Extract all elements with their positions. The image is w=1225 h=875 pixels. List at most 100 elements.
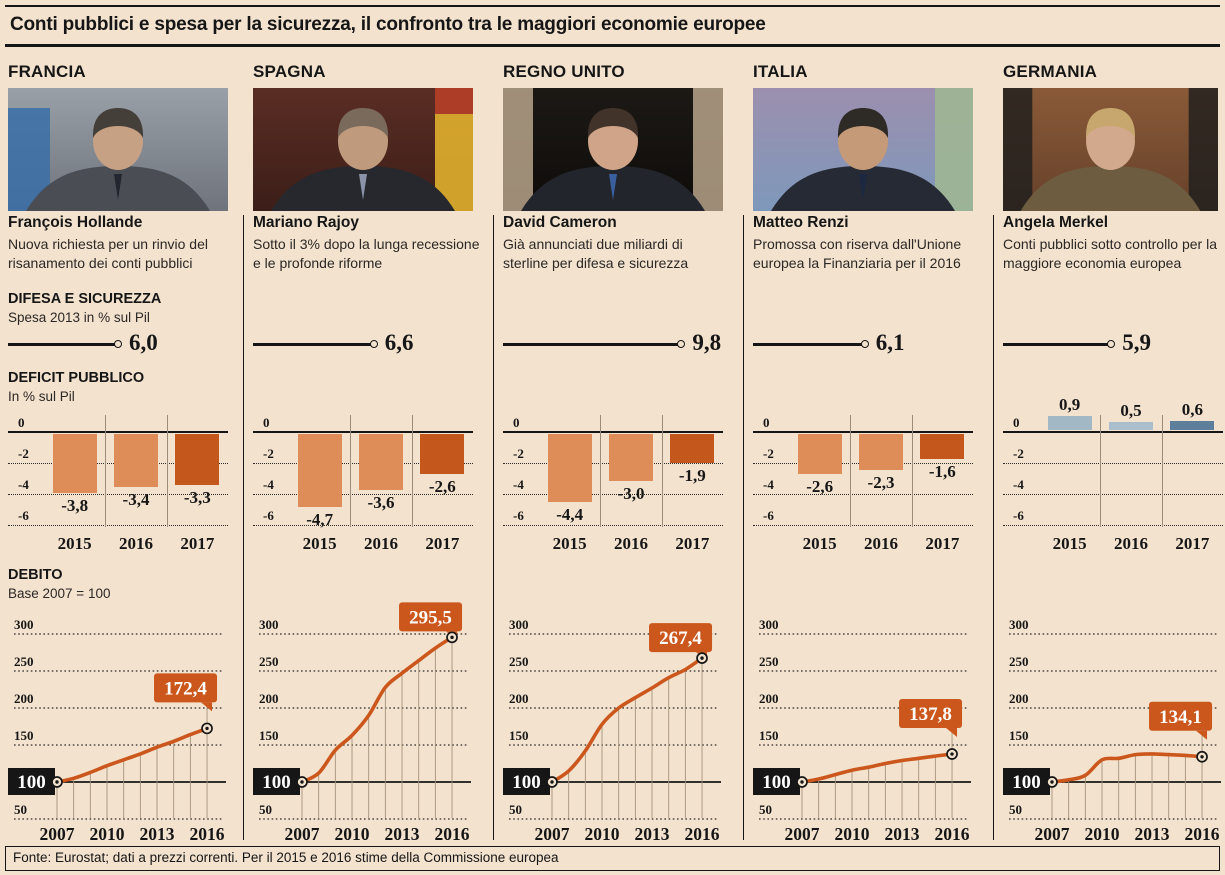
debt-year-label: 2010 <box>585 824 620 844</box>
leader-photo-svg <box>503 88 723 211</box>
debt-end-value: 172,4 <box>164 678 207 699</box>
debt-year-label: 2007 <box>785 824 820 844</box>
photo-tie <box>609 174 617 200</box>
debt-axis-label: 300 <box>259 617 279 632</box>
debt-base-label: 100 <box>512 772 541 793</box>
deficit-year-label: 2017 <box>425 534 460 553</box>
debt-line <box>300 635 454 784</box>
defense-spending-marker <box>114 339 122 348</box>
deficit-year-separator <box>1161 415 1163 527</box>
deficit-bar-chart: 0 -2 -4 -6 -4,7 -3,6 -2,6 2015 2016 2017 <box>253 415 473 553</box>
photo-accent <box>935 88 973 211</box>
leader-description: Nuova richiesta per un rinvio del risana… <box>8 236 208 271</box>
debt-axis-label: 150 <box>14 728 34 743</box>
debt-axis-label: 200 <box>759 691 779 706</box>
debt-end-marker-dot <box>205 726 209 731</box>
debt-chart-svg: 300 250 200 150 50 100 295,5 2007 2010 2013 2016 <box>253 602 471 844</box>
section-header-deficit: DEFICIT PUBBLICO In % sul Pil <box>8 370 144 404</box>
deficit-bar-2017 <box>670 434 715 464</box>
debt-value-box <box>899 699 963 729</box>
debt-year-label: 2010 <box>90 824 125 844</box>
deficit-axis-label: -4 <box>18 477 29 492</box>
country-column-spagna: SPAGNA Mariano Rajoy Sotto il 3% dopo la… <box>253 62 479 847</box>
leader-photo-svg <box>8 88 228 211</box>
leader-block: Matteo Renzi Promossa con riserva dall'U… <box>753 214 985 272</box>
deficit-axis-label: -6 <box>763 508 774 523</box>
deficit-bar-value: -4,7 <box>306 509 334 529</box>
leader-block: David Cameron Già annunciati due miliard… <box>503 214 735 272</box>
deficit-bar-value: -3,0 <box>617 483 645 503</box>
deficit-bar-chart: 0 -2 -4 -6 -3,8 -3,4 -3,3 2015 2016 2017 <box>8 415 228 553</box>
debt-end-marker-dot <box>950 752 954 756</box>
leader-description: Conti pubblici sotto controllo per la ma… <box>1003 236 1218 271</box>
leader-name: Matteo Renzi <box>753 214 849 231</box>
deficit-year-label: 2015 <box>57 534 92 553</box>
deficit-year-label: 2015 <box>552 534 587 553</box>
deficit-bar-value: -1,9 <box>678 466 706 486</box>
deficit-year-axis: 2015 2016 2017 <box>289 534 473 554</box>
deficit-bar-2017 <box>920 434 965 459</box>
debt-axis-label: 250 <box>759 654 779 669</box>
deficit-year-label: 2015 <box>302 534 337 553</box>
leader-description: Promossa con riserva dall'Unione europea… <box>753 236 962 271</box>
section-title: DIFESA E SICUREZZA <box>8 291 162 307</box>
section-title: DEFICIT PUBBLICO <box>8 370 145 386</box>
debt-chart-svg: 300 250 200 150 50 100 172,4 2007 2010 2013 2016 <box>8 617 226 844</box>
deficit-year-label: 2016 <box>363 534 398 553</box>
debt-axis-label: 300 <box>759 617 779 632</box>
debt-axis-label: 250 <box>1009 654 1029 669</box>
deficit-bar-2015 <box>797 434 842 475</box>
deficit-year-label: 2017 <box>675 534 710 553</box>
deficit-bar-2015 <box>1047 416 1092 430</box>
deficit-axis-label: -2 <box>1013 446 1024 461</box>
defense-spending-value: 6,1 <box>875 330 905 355</box>
column-divider <box>993 215 994 840</box>
deficit-axis-label: -6 <box>513 508 524 523</box>
country-column-francia: FRANCIA François Hollande Nuova richiest… <box>8 62 230 847</box>
deficit-axis-label: 0 <box>513 415 520 430</box>
debt-axis-label: 200 <box>14 691 34 706</box>
debt-line-chart: 300 250 200 150 50 100 137,8 2007 2010 2013 2016 <box>753 615 973 845</box>
photo-tie <box>859 174 867 200</box>
deficit-gridline <box>1003 525 1223 526</box>
debt-end-marker-dot <box>450 635 454 640</box>
column-divider <box>743 215 744 840</box>
debt-value-box <box>154 673 218 703</box>
deficit-bar-value: -3,8 <box>61 495 89 515</box>
deficit-axis-label: -4 <box>263 477 274 492</box>
debt-year-label: 2013 <box>1135 824 1170 844</box>
deficit-year-separator <box>850 415 852 527</box>
leader-photo-renzi <box>753 88 973 211</box>
deficit-year-label: 2016 <box>613 534 648 553</box>
debt-axis-label: 300 <box>509 617 529 632</box>
column-divider <box>493 215 494 840</box>
deficit-bar-2016 <box>359 434 403 490</box>
debt-start-marker-dot <box>55 780 59 784</box>
deficit-gridline <box>253 494 473 495</box>
deficit-year-axis: 2015 2016 2017 <box>789 534 973 554</box>
deficit-year-axis: 2015 2016 2017 <box>44 534 228 554</box>
deficit-year-label: 2016 <box>863 534 898 553</box>
photo-accent-2 <box>435 88 473 114</box>
debt-value-box <box>399 602 463 632</box>
defense-spending-chart: 6,1 <box>753 330 975 372</box>
leader-photo-svg <box>753 88 973 211</box>
leader-description: Già annunciati due miliardi di sterline … <box>503 236 689 271</box>
debt-end-marker-dot <box>700 656 704 660</box>
defense-spending-chart: 6,6 <box>253 330 475 372</box>
debt-value-box <box>1149 701 1213 731</box>
debt-axis-label: 150 <box>1009 728 1029 743</box>
deficit-bar-value: 0,6 <box>1181 399 1203 419</box>
photo-hair <box>1086 108 1135 138</box>
deficit-gridline <box>503 494 723 495</box>
debt-year-label: 2010 <box>835 824 870 844</box>
deficit-axis-label: -6 <box>263 508 274 523</box>
deficit-zero-line <box>1003 431 1223 433</box>
country-column-regno-unito: REGNO UNITO David Cameron Già annunciati… <box>503 62 725 847</box>
deficit-gridline <box>1003 463 1223 464</box>
defense-spending-marker <box>1107 339 1116 348</box>
deficit-axis-label: -6 <box>18 508 29 523</box>
debt-year-label: 2007 <box>535 824 570 844</box>
deficit-year-separator <box>911 415 913 527</box>
